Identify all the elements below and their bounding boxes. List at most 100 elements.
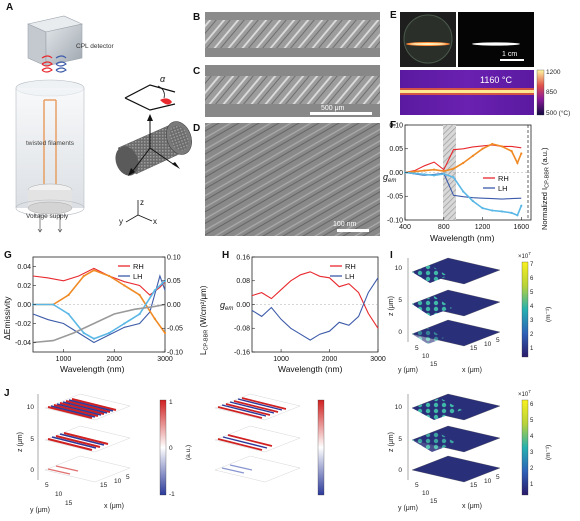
panel-i-colorbar xyxy=(521,261,529,358)
panel-j2-ytick-5: 5 xyxy=(415,482,419,489)
panel-j-unit2: (m⁻¹) xyxy=(545,445,552,460)
panel-j-cb2-4: 4 xyxy=(530,434,534,440)
chartF-point xyxy=(442,169,445,173)
panel-i-slice-mid xyxy=(411,289,501,317)
chartG-point xyxy=(123,284,126,287)
temp-label: 1160 °C xyxy=(480,75,512,85)
panel-h-chart: 1000 2000 3000 0.16 0.08 0.00 -0.08 -0.16 xyxy=(234,254,386,363)
panel-j-cb-neg1: -1 xyxy=(169,491,175,498)
chartF-ytick-label: 0.05 xyxy=(389,146,403,153)
chartH-ytick-label: -0.16 xyxy=(234,349,250,356)
panel-h-legend: RH LH xyxy=(330,262,356,281)
panel-g-chart: 1000 2000 3000 0.04 0.02 0.00 -0.02 -0.04 0.10 0.… xyxy=(15,254,183,363)
panel-i-cb-5: 5 xyxy=(530,290,534,296)
chartH-xtick-label: 1000 xyxy=(273,356,289,363)
chartF-point xyxy=(491,142,494,146)
chartG-series-aux-2 xyxy=(33,269,166,334)
chartF-point xyxy=(432,168,436,171)
chartG-point xyxy=(153,317,156,320)
panel-d: 100 nm xyxy=(205,123,380,236)
chartH-ytick-label: 0.00 xyxy=(236,302,250,309)
chartF-point xyxy=(423,169,426,172)
scale-bar-c-label: 500 μm xyxy=(321,105,345,112)
panel-letter-a: A xyxy=(6,2,14,13)
chartF-xtick-label: 800 xyxy=(438,224,450,231)
scale-bar-e xyxy=(500,59,524,61)
panel-a: CPL detector twisted filaments Voltage s… xyxy=(15,15,192,233)
panel-j2-ylabel: y (μm) xyxy=(398,505,418,512)
chartG-point xyxy=(138,312,141,316)
chartF-point xyxy=(516,161,519,165)
chartF-point xyxy=(432,174,436,177)
chartG-y2tick-label: -0.05 xyxy=(167,326,183,333)
chartG-point xyxy=(82,331,85,335)
panel-h-ylabel: gem xyxy=(220,300,233,312)
chartF-point xyxy=(413,170,416,173)
panel-j-ztick-10: 10 xyxy=(27,404,35,411)
chartG-y2tick-label: 0.10 xyxy=(167,254,181,261)
voltage-supply-label: Voltage supply xyxy=(26,213,69,220)
panel-g-legend-lh: LH xyxy=(133,272,143,281)
panel-i-exponent: ×107 xyxy=(518,251,531,260)
panel-i-ztick-5: 5 xyxy=(398,297,402,304)
panel-f-ylabel: gem xyxy=(383,172,396,184)
panel-j-colorbar xyxy=(159,399,167,496)
chartG-y2tick-label: 0.05 xyxy=(167,278,181,285)
panel-f-chart: 400 800 1200 1600 0.10 0.05 0.00 -0.05 -0.10 xyxy=(387,122,532,231)
panel-i-cb-4: 4 xyxy=(530,304,534,310)
panel-j-cb2-5: 5 xyxy=(530,418,534,424)
panel-i-slice-top xyxy=(411,257,501,285)
chartF-point xyxy=(471,199,474,203)
temp-colorbar xyxy=(536,69,545,116)
panel-i-ytick-5: 5 xyxy=(415,345,419,352)
chartG-ytick-label: 0.00 xyxy=(17,302,31,309)
chartH-ytick-label: -0.08 xyxy=(234,326,250,333)
chartF-point xyxy=(462,190,465,193)
chartF-xtick-label: 400 xyxy=(399,224,411,231)
panel-i: 10 5 0 z (μm) 5 10 15 y (μm) 15 10 5 x (… xyxy=(388,251,552,374)
panel-i-xtick-5: 5 xyxy=(496,337,500,344)
panel-j-middle xyxy=(214,393,325,496)
panel-h-legend-rh: RH xyxy=(345,262,356,271)
chartH-ytick-label: 0.08 xyxy=(236,278,250,285)
chartF-point xyxy=(452,176,455,179)
panel-j2-ztick-10: 10 xyxy=(395,404,403,411)
panel-h-legend-lh: LH xyxy=(345,272,355,281)
chartG-ytick-label: -0.04 xyxy=(15,340,31,347)
panel-j-unit: (a.u.) xyxy=(185,445,192,460)
chartH-ytick-label: 0.16 xyxy=(236,254,250,261)
panel-j-ztick-0: 0 xyxy=(30,467,34,474)
panel-i-xlabel: x (μm) xyxy=(462,367,482,374)
chartF-series-rh xyxy=(404,144,522,174)
chartF-point xyxy=(520,152,523,155)
panel-j-left: 10 5 0 z (μm) 5 10 15 y (μm) 15 10 5 x (… xyxy=(17,393,192,514)
chartG-series-lh xyxy=(32,274,166,344)
panel-j-cb2-1: 1 xyxy=(530,482,534,488)
panel-letter-j: J xyxy=(4,388,10,399)
panel-letter-i: I xyxy=(390,250,393,261)
chartG-point xyxy=(67,293,70,297)
chartF-series-aux-2 xyxy=(404,143,523,174)
chartF-xtick-label: 1600 xyxy=(514,224,530,231)
chartF-point xyxy=(491,209,494,212)
chartG-point xyxy=(92,269,96,272)
chartF-ytick-label: 0.00 xyxy=(389,170,403,177)
panel-g-legend: RH LH xyxy=(118,262,144,281)
panel-j-cb2-2: 2 xyxy=(530,466,534,472)
panel-b xyxy=(205,12,380,57)
twisted-filaments-label: twisted filaments xyxy=(26,140,75,147)
panel-f-legend-rh: RH xyxy=(498,174,509,183)
panel-j-zlabel: z (μm) xyxy=(17,432,24,452)
scale-bar-d-label: 100 nm xyxy=(333,221,357,228)
panel-j-ytick-5: 5 xyxy=(45,482,49,489)
chartG-ytick-label: 0.02 xyxy=(17,283,31,290)
chartG-y2tick-label: 0.00 xyxy=(167,302,181,309)
panel-c: 500 μm xyxy=(205,65,380,117)
panel-letter-d: D xyxy=(193,123,201,134)
panel-j2-zlabel: z (μm) xyxy=(388,432,395,452)
panel-i-zlabel: z (μm) xyxy=(388,296,395,316)
panel-j-cb-1: 1 xyxy=(169,399,173,406)
scale-bar-c xyxy=(310,112,372,115)
chartF-point xyxy=(452,167,455,170)
